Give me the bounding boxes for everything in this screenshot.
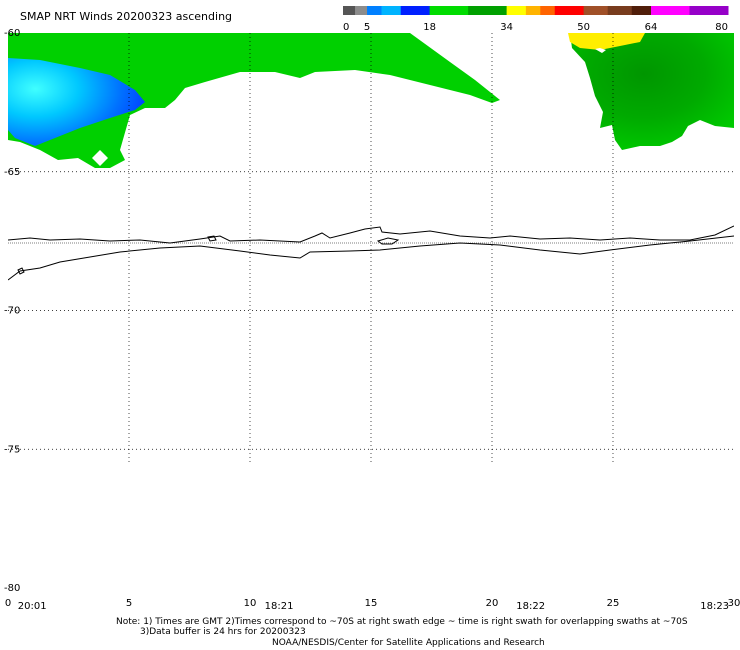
wind-speed-colorbar: 0 5 18 34 50 64 80: [343, 6, 729, 33]
latitude-label: -75: [4, 444, 20, 455]
wind-region-yellow: [568, 33, 645, 50]
longitude-labels: 0 5 10 15 20 25 30: [5, 598, 740, 609]
wind-region-green-right: [570, 33, 734, 150]
graticule: [8, 33, 734, 465]
wind-region-green-left: [8, 33, 500, 168]
pass-time-label: 18:21: [265, 601, 294, 612]
wind-region-blue: [8, 58, 145, 146]
colorbar-segment: [367, 6, 382, 15]
note-line-2: 3)Data buffer is 24 hrs for 20200323: [140, 627, 306, 637]
time-labels: 20:01 18:21 18:22 18:23: [18, 601, 729, 612]
longitude-label: 20: [486, 598, 499, 609]
pass-time-label: 18:23: [700, 601, 729, 612]
colorbar-segment: [468, 6, 508, 15]
colorbar-segment: [429, 6, 469, 15]
colorbar-segment: [554, 6, 585, 15]
colorbar-segment: [400, 6, 431, 15]
colorbar-segment: [689, 6, 729, 15]
colorbar-tick-label: 18: [423, 22, 436, 33]
colorbar-segment: [381, 6, 402, 15]
colorbar-segment: [583, 6, 609, 15]
colorbar-segment: [651, 6, 690, 15]
note-line-1: Note: 1) Times are GMT 2)Times correspon…: [116, 617, 688, 627]
colorbar-tick-label: 0: [343, 22, 349, 33]
latitude-label: -65: [4, 167, 20, 178]
colorbar-segment: [343, 6, 356, 15]
colorbar-segment: [631, 6, 652, 15]
colorbar-tick-label: 50: [577, 22, 590, 33]
latitude-label: -60: [4, 28, 20, 39]
pass-time-label: 20:01: [18, 601, 47, 612]
colorbar-tick-label: 64: [645, 22, 658, 33]
colorbar-segment: [525, 6, 541, 15]
coastline: [8, 225, 734, 281]
colorbar-segment: [607, 6, 633, 15]
colorbar-tick-label: 34: [500, 22, 513, 33]
latitude-label: -80: [4, 583, 20, 594]
map-title: SMAP NRT Winds 20200323 ascending: [20, 10, 232, 23]
longitude-label: 10: [244, 598, 257, 609]
pass-time-label: 18:22: [516, 601, 545, 612]
swath-gap: [92, 150, 108, 166]
longitude-label: 5: [126, 598, 132, 609]
longitude-label: 15: [365, 598, 378, 609]
longitude-label: 0: [5, 598, 11, 609]
colorbar-segment: [540, 6, 556, 15]
colorbar-segment: [506, 6, 527, 15]
wind-swaths: [8, 33, 734, 168]
colorbar-tick-label: 80: [715, 22, 728, 33]
latitude-labels: -60 -65 -70 -75 -80: [4, 28, 20, 594]
longitude-label: 25: [607, 598, 620, 609]
colorbar-tick-label: 5: [364, 22, 370, 33]
latitude-label: -70: [4, 306, 20, 317]
longitude-label: 30: [728, 598, 740, 609]
credit-line: NOAA/NESDIS/Center for Satellite Applica…: [272, 638, 545, 648]
colorbar-segment: [355, 6, 368, 15]
